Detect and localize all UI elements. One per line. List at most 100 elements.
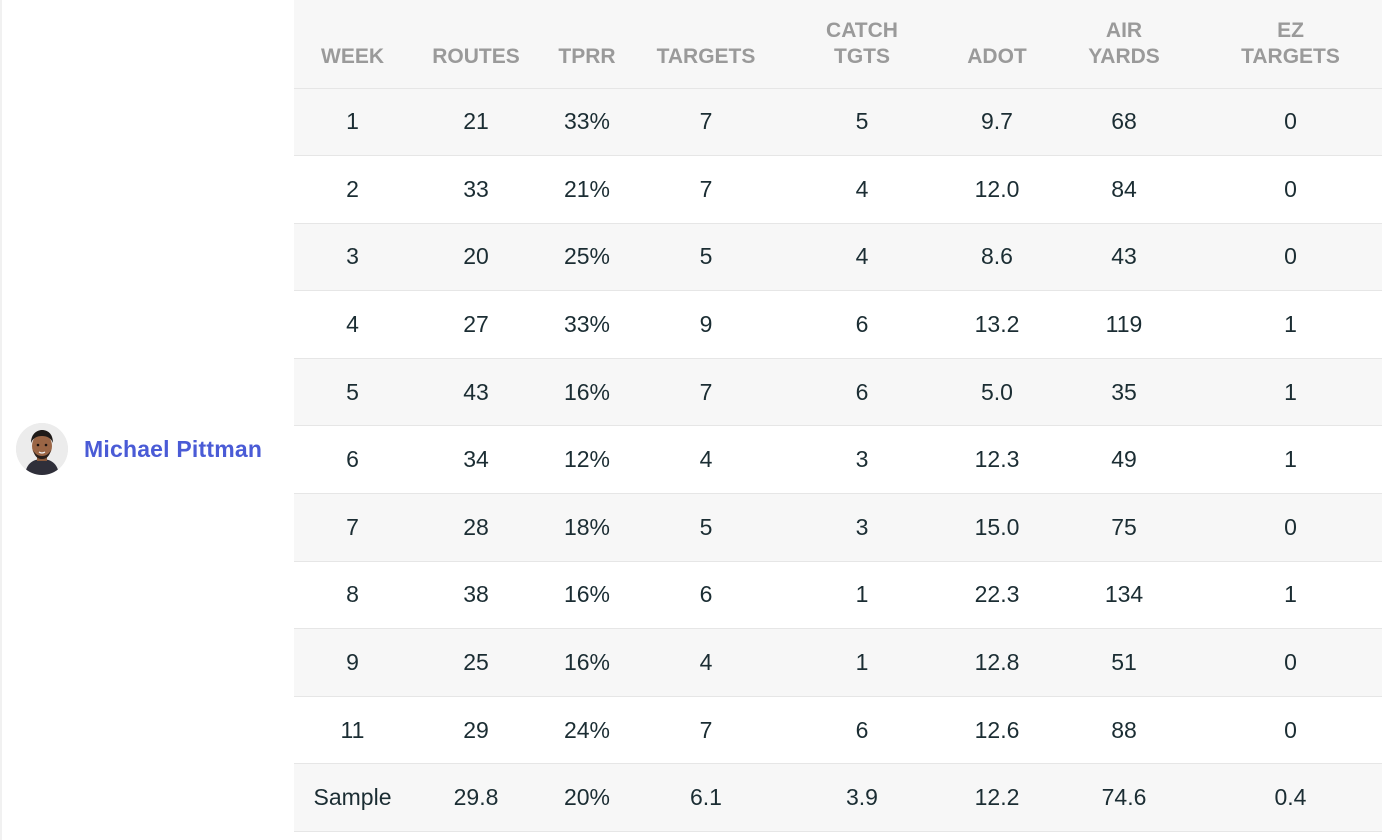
cell-tprr: 18% bbox=[541, 493, 633, 562]
cell-routes: 20 bbox=[411, 223, 541, 292]
cell-targets: 7 bbox=[633, 155, 779, 224]
player-cell: Michael Pittman bbox=[16, 422, 262, 476]
cell-routes: 33 bbox=[411, 155, 541, 224]
cell-tprr: 16% bbox=[541, 561, 633, 630]
cell-adot: 12.0 bbox=[945, 155, 1049, 224]
cell-catch-tgts: 6 bbox=[779, 358, 945, 427]
table-row: 7 28 18% 5 3 15.0 75 0 bbox=[294, 493, 1382, 562]
cell-adot: 5.0 bbox=[945, 358, 1049, 427]
cell-week: 4 bbox=[294, 290, 411, 359]
header-week[interactable]: WEEK bbox=[294, 0, 411, 89]
weekly-stats-table: WEEK ROUTES TPRR TARGETS CATCH TGTS ADOT… bbox=[294, 0, 1382, 833]
cell-adot: 9.7 bbox=[945, 88, 1049, 157]
cell-week: 3 bbox=[294, 223, 411, 292]
cell-tprr: 33% bbox=[541, 290, 633, 359]
cell-targets: 5 bbox=[633, 223, 779, 292]
cell-week: 6 bbox=[294, 425, 411, 495]
cell-ez-targets: 1 bbox=[1199, 358, 1382, 427]
cell-routes: 43 bbox=[411, 358, 541, 427]
header-routes[interactable]: ROUTES bbox=[411, 0, 541, 89]
header-tprr[interactable]: TPRR bbox=[541, 0, 633, 89]
cell-routes: 34 bbox=[411, 425, 541, 495]
cell-routes: 21 bbox=[411, 88, 541, 157]
cell-adot: 8.6 bbox=[945, 223, 1049, 292]
cell-tprr: 33% bbox=[541, 88, 633, 157]
header-air-yards[interactable]: AIR YARDS bbox=[1049, 0, 1199, 89]
cell-adot: 22.3 bbox=[945, 561, 1049, 630]
cell-catch-tgts: 6 bbox=[779, 696, 945, 765]
cell-catch-tgts: 3 bbox=[779, 493, 945, 562]
cell-adot: 13.2 bbox=[945, 290, 1049, 359]
cell-routes: 29.8 bbox=[411, 763, 541, 833]
header-targets[interactable]: TARGETS bbox=[633, 0, 779, 89]
cell-ez-targets: 0 bbox=[1199, 493, 1382, 562]
cell-air-yards: 35 bbox=[1049, 358, 1199, 427]
cell-ez-targets: 0 bbox=[1199, 223, 1382, 292]
cell-catch-tgts: 4 bbox=[779, 223, 945, 292]
cell-targets: 6.1 bbox=[633, 763, 779, 833]
player-headshot-icon bbox=[16, 423, 68, 475]
cell-targets: 4 bbox=[633, 628, 779, 697]
cell-tprr: 12% bbox=[541, 425, 633, 495]
cell-routes: 38 bbox=[411, 561, 541, 630]
divider bbox=[0, 0, 2, 840]
cell-ez-targets: 0 bbox=[1199, 88, 1382, 157]
cell-air-yards: 134 bbox=[1049, 561, 1199, 630]
cell-targets: 5 bbox=[633, 493, 779, 562]
cell-catch-tgts: 1 bbox=[779, 561, 945, 630]
cell-catch-tgts: 5 bbox=[779, 88, 945, 157]
cell-adot: 12.2 bbox=[945, 763, 1049, 833]
table-row: 9 25 16% 4 1 12.8 51 0 bbox=[294, 628, 1382, 697]
header-ez-targets[interactable]: EZ TARGETS bbox=[1199, 0, 1382, 89]
cell-air-yards: 88 bbox=[1049, 696, 1199, 765]
cell-sample-label: Sample bbox=[294, 763, 411, 833]
cell-tprr: 21% bbox=[541, 155, 633, 224]
header-adot[interactable]: ADOT bbox=[945, 0, 1049, 89]
cell-targets: 7 bbox=[633, 88, 779, 157]
cell-targets: 6 bbox=[633, 561, 779, 630]
cell-air-yards: 49 bbox=[1049, 425, 1199, 495]
cell-ez-targets: 1 bbox=[1199, 425, 1382, 495]
cell-catch-tgts: 6 bbox=[779, 290, 945, 359]
cell-ez-targets: 0 bbox=[1199, 155, 1382, 224]
cell-week: 7 bbox=[294, 493, 411, 562]
table-row: 3 20 25% 5 4 8.6 43 0 bbox=[294, 223, 1382, 292]
table-row: 11 29 24% 7 6 12.6 88 0 bbox=[294, 696, 1382, 765]
cell-catch-tgts: 1 bbox=[779, 628, 945, 697]
stats-table-container: WEEK ROUTES TPRR TARGETS CATCH TGTS ADOT… bbox=[294, 0, 1382, 840]
cell-ez-targets: 0.4 bbox=[1199, 763, 1382, 833]
cell-ez-targets: 0 bbox=[1199, 696, 1382, 765]
cell-air-yards: 51 bbox=[1049, 628, 1199, 697]
cell-air-yards: 84 bbox=[1049, 155, 1199, 224]
header-catch-tgts[interactable]: CATCH TGTS bbox=[779, 0, 945, 89]
cell-routes: 28 bbox=[411, 493, 541, 562]
cell-adot: 12.3 bbox=[945, 425, 1049, 495]
cell-tprr: 25% bbox=[541, 223, 633, 292]
cell-week: 8 bbox=[294, 561, 411, 630]
cell-adot: 12.6 bbox=[945, 696, 1049, 765]
cell-ez-targets: 1 bbox=[1199, 290, 1382, 359]
cell-targets: 9 bbox=[633, 290, 779, 359]
cell-week: 9 bbox=[294, 628, 411, 697]
cell-routes: 27 bbox=[411, 290, 541, 359]
player-name-link[interactable]: Michael Pittman bbox=[84, 435, 263, 462]
table-row: 2 33 21% 7 4 12.0 84 0 bbox=[294, 155, 1382, 224]
cell-tprr: 20% bbox=[541, 763, 633, 833]
cell-catch-tgts: 3 bbox=[779, 425, 945, 495]
sample-summary-row: Sample 29.8 20% 6.1 3.9 12.2 74.6 0.4 bbox=[294, 763, 1382, 833]
table-row: 6 34 12% 4 3 12.3 49 1 bbox=[294, 425, 1382, 495]
table-row: 4 27 33% 9 6 13.2 119 1 bbox=[294, 290, 1382, 359]
cell-week: 5 bbox=[294, 358, 411, 427]
cell-targets: 7 bbox=[633, 696, 779, 765]
cell-air-yards: 75 bbox=[1049, 493, 1199, 562]
cell-targets: 7 bbox=[633, 358, 779, 427]
cell-ez-targets: 0 bbox=[1199, 628, 1382, 697]
cell-tprr: 24% bbox=[541, 696, 633, 765]
cell-targets: 4 bbox=[633, 425, 779, 495]
cell-catch-tgts: 4 bbox=[779, 155, 945, 224]
cell-air-yards: 119 bbox=[1049, 290, 1199, 359]
table-row: 1 21 33% 7 5 9.7 68 0 bbox=[294, 88, 1382, 157]
cell-catch-tgts: 3.9 bbox=[779, 763, 945, 833]
table-row: 5 43 16% 7 6 5.0 35 1 bbox=[294, 358, 1382, 427]
